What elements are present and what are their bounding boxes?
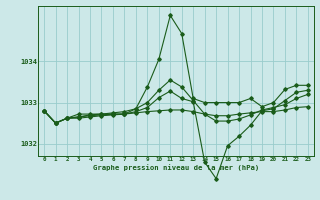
X-axis label: Graphe pression niveau de la mer (hPa): Graphe pression niveau de la mer (hPa) — [93, 164, 259, 171]
